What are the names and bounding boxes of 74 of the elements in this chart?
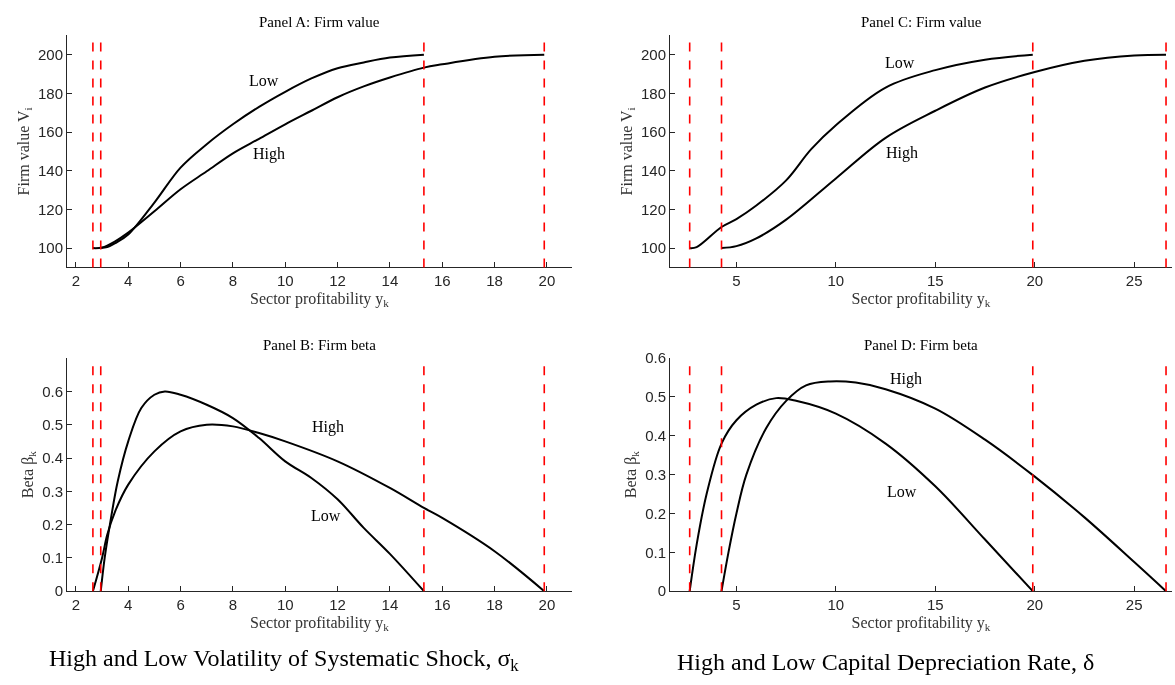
- y-tick-label: 100: [37, 239, 63, 257]
- x-tick-label: 18: [486, 272, 503, 290]
- y-tick-label: 0.3: [645, 465, 666, 483]
- x-tick-label: 20: [1026, 272, 1044, 290]
- y-tick-label: 140: [640, 161, 666, 179]
- x-tick-label: 20: [538, 596, 556, 614]
- text: High and Low Capital Depreciation Rate, δ: [677, 649, 1095, 675]
- chart-title: Panel A: Firm value: [259, 14, 380, 30]
- x-tick-label: 16: [433, 596, 451, 614]
- x-tick-label: 2: [71, 272, 81, 290]
- x-tick-label: 15: [926, 596, 944, 614]
- x-tick-label: 14: [381, 596, 399, 614]
- x-tick-label: 16: [433, 272, 451, 290]
- chart-title: Panel B: Firm beta: [263, 337, 377, 353]
- x-tick-label: 10: [827, 272, 845, 290]
- x-axis-title: Sector profitability y$_{k}$: [250, 613, 390, 634]
- x-axis-title: Sector profitability y$_{k}$: [851, 290, 991, 310]
- series-label: High: [890, 370, 922, 388]
- y-tick-label: 180: [640, 84, 666, 102]
- x-tick-label: 5: [732, 596, 741, 614]
- y-tick-label: 180: [37, 84, 63, 102]
- x-tick-label: 12: [329, 272, 346, 290]
- series-label: Low: [885, 54, 915, 71]
- series-label: Low: [887, 483, 917, 500]
- y-tick-label: 0.1: [645, 543, 666, 561]
- y-tick-label: 0: [657, 582, 666, 600]
- x-axis-title: Sector profitability y$_{k}$: [250, 290, 390, 310]
- y-tick-label: 0.5: [42, 415, 63, 433]
- x-tick-label: 2: [71, 596, 81, 614]
- series-label: Low: [311, 507, 341, 524]
- x-tick-label: 20: [1026, 596, 1044, 614]
- y-tick-label: 0.6: [42, 382, 63, 400]
- y-tick-label: 160: [37, 123, 63, 141]
- x-axis-title: Sector profitability y$_{k}$: [851, 613, 991, 634]
- y-tick-label: 100: [640, 239, 666, 257]
- x-tick-label: 25: [1125, 596, 1143, 614]
- x-tick-label: 14: [381, 272, 399, 290]
- y-tick-label: 0.1: [42, 549, 63, 567]
- y-tick-label: 0.4: [645, 427, 666, 445]
- x-tick-label: 25: [1125, 272, 1143, 290]
- series-label: High: [253, 145, 285, 163]
- series-label: High: [312, 418, 344, 436]
- y-tick-label: 0.6: [645, 349, 666, 367]
- x-tick-label: 12: [329, 596, 346, 614]
- x-tick-label: 4: [124, 272, 133, 290]
- y-tick-label: 140: [37, 161, 63, 179]
- y-tick-label: 200: [640, 45, 666, 63]
- x-tick-label: 5: [732, 272, 741, 290]
- chart-title: Panel D: Firm beta: [864, 337, 979, 353]
- x-tick-label: 10: [276, 272, 294, 290]
- series-label: Low: [249, 72, 279, 89]
- x-tick-label: 4: [124, 596, 133, 614]
- y-tick-label: 120: [640, 200, 666, 218]
- x-tick-label: 6: [176, 272, 185, 290]
- y-tick-label: 0.2: [42, 515, 63, 533]
- y-tick-label: 120: [37, 200, 63, 218]
- x-tick-label: 10: [276, 596, 294, 614]
- x-tick-label: 8: [228, 596, 238, 614]
- y-tick-label: 0.2: [645, 504, 666, 522]
- series-label: High: [886, 144, 918, 162]
- chart-title: Panel C: Firm value: [861, 14, 982, 30]
- y-tick-label: 200: [37, 45, 63, 63]
- y-tick-label: 0.3: [42, 482, 63, 500]
- x-tick-label: 20: [538, 272, 556, 290]
- y-tick-label: 0.4: [42, 449, 63, 467]
- y-tick-label: 160: [640, 123, 666, 141]
- x-tick-label: 18: [486, 596, 503, 614]
- x-tick-label: 10: [827, 596, 845, 614]
- y-tick-label: 0.5: [645, 388, 666, 406]
- x-tick-label: 15: [926, 272, 944, 290]
- x-tick-label: 8: [228, 272, 238, 290]
- y-tick-label: 0: [54, 582, 63, 600]
- x-tick-label: 6: [176, 596, 185, 614]
- text: High and Low Volatility of Systematic Shock, σ$_{k}$: [49, 645, 520, 676]
